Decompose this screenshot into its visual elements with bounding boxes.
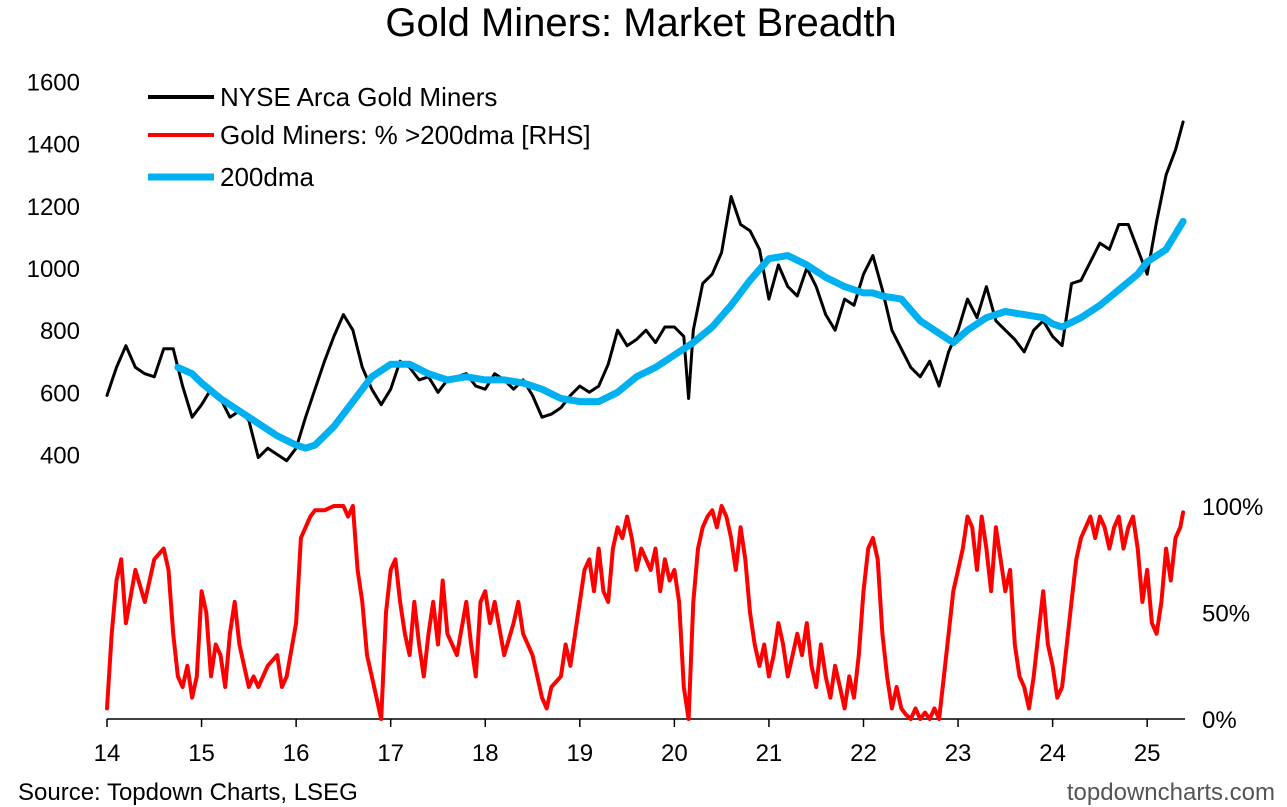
left-tick-label-400: 400 — [40, 442, 80, 469]
pct-above-200dma-line — [105, 504, 1186, 721]
left-tick-label-1600: 1600 — [27, 70, 80, 97]
x-tick-label-20: 20 — [661, 740, 688, 767]
legend: NYSE Arca Gold Miners Gold Miners: % >20… — [148, 82, 591, 192]
legend-label-pct-above-200dma: Gold Miners: % >200dma [RHS] — [220, 120, 591, 150]
source-note: Source: Topdown Charts, LSEG — [18, 779, 358, 806]
right-tick-label-50: 50% — [1202, 601, 1250, 628]
x-tick-label-21: 21 — [756, 740, 783, 767]
x-tick-label-14: 14 — [94, 740, 121, 767]
x-tick-label-19: 19 — [566, 740, 593, 767]
x-tick-label-15: 15 — [188, 740, 215, 767]
left-tick-label-1400: 1400 — [27, 132, 80, 159]
x-tick-label-16: 16 — [283, 740, 310, 767]
left-tick-label-1200: 1200 — [27, 194, 80, 221]
x-tick-label-24: 24 — [1039, 740, 1066, 767]
left-axis-ticks: 400 600 800 1000 1200 1400 1600 — [27, 70, 80, 470]
x-tick-label-22: 22 — [850, 740, 877, 767]
x-tick-label-18: 18 — [472, 740, 499, 767]
legend-label-200dma: 200dma — [220, 162, 314, 192]
moving-average-line — [174, 217, 1187, 452]
left-tick-label-600: 600 — [40, 380, 80, 407]
series-layer — [105, 120, 1187, 721]
left-tick-label-800: 800 — [40, 318, 80, 345]
x-tick-label-25: 25 — [1134, 740, 1161, 767]
watermark: topdowncharts.com — [1067, 779, 1275, 806]
legend-label-gold-miners: NYSE Arca Gold Miners — [220, 82, 497, 112]
x-tick-label-23: 23 — [945, 740, 972, 767]
right-tick-label-0: 0% — [1202, 707, 1237, 734]
right-axis-ticks: 0% 50% 100% — [1202, 494, 1263, 734]
gold-miners-line — [105, 120, 1185, 463]
right-tick-label-100: 100% — [1202, 494, 1263, 521]
left-tick-label-1000: 1000 — [27, 256, 80, 283]
x-tick-label-17: 17 — [377, 740, 404, 767]
x-axis-ticks: 14 15 16 17 18 19 20 21 22 23 24 25 — [94, 719, 1161, 767]
chart-title: Gold Miners: Market Breadth — [385, 1, 896, 45]
